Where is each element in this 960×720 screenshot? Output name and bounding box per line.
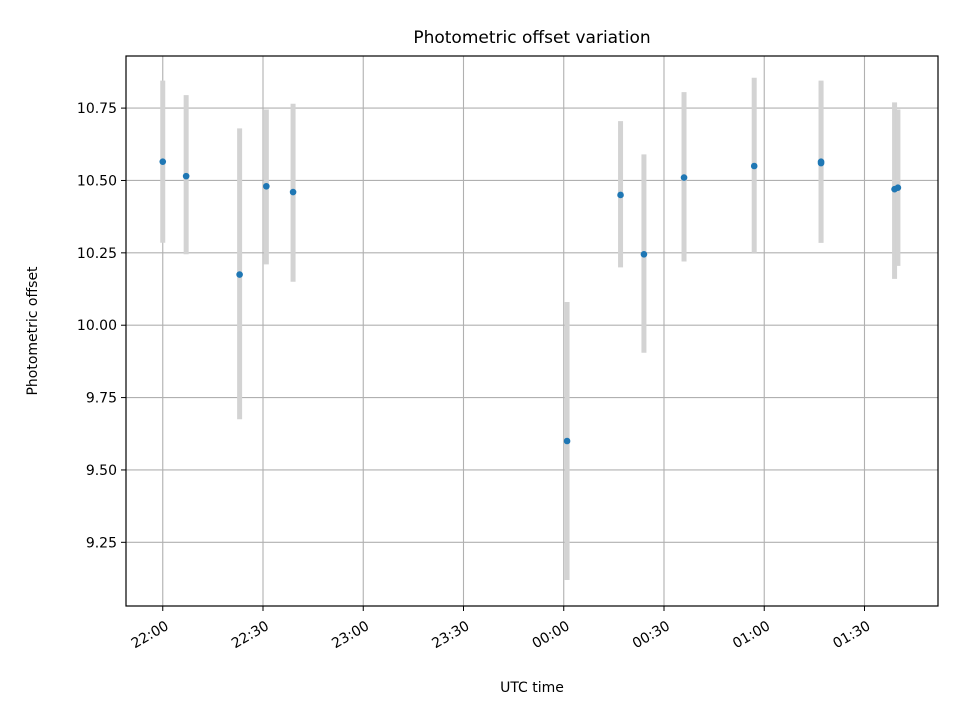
y-axis-label: Photometric offset: [25, 266, 41, 396]
y-tick-label: 9.75: [86, 391, 117, 407]
y-tick-label: 9.25: [86, 535, 117, 551]
data-point: [640, 250, 648, 258]
grid: [126, 56, 938, 606]
data-point: [563, 437, 571, 445]
plot-frame: [125, 55, 939, 607]
data-point: [236, 271, 243, 278]
data-point: [182, 172, 190, 180]
x-axis-label: UTC time: [500, 680, 564, 696]
data-point: [680, 174, 688, 181]
y-tick-label: 10.75: [77, 101, 117, 117]
y-tick-label: 9.50: [86, 463, 117, 479]
data-point: [289, 188, 297, 196]
data-point: [817, 159, 825, 167]
chart-title: Photometric offset variation: [413, 28, 650, 48]
data-point: [750, 162, 758, 170]
y-tick-label: 10.25: [77, 246, 117, 262]
y-tick-label: 10.50: [77, 173, 117, 189]
data-points: [159, 158, 902, 445]
data-point: [263, 182, 270, 190]
data-point: [894, 184, 902, 192]
y-axis-ticks: 9.25 9.50 9.75 10.00 10.25 10.50 10.75: [77, 101, 126, 551]
y-tick-label: 10.00: [77, 318, 117, 334]
data-point: [159, 158, 167, 165]
data-point: [617, 191, 624, 199]
